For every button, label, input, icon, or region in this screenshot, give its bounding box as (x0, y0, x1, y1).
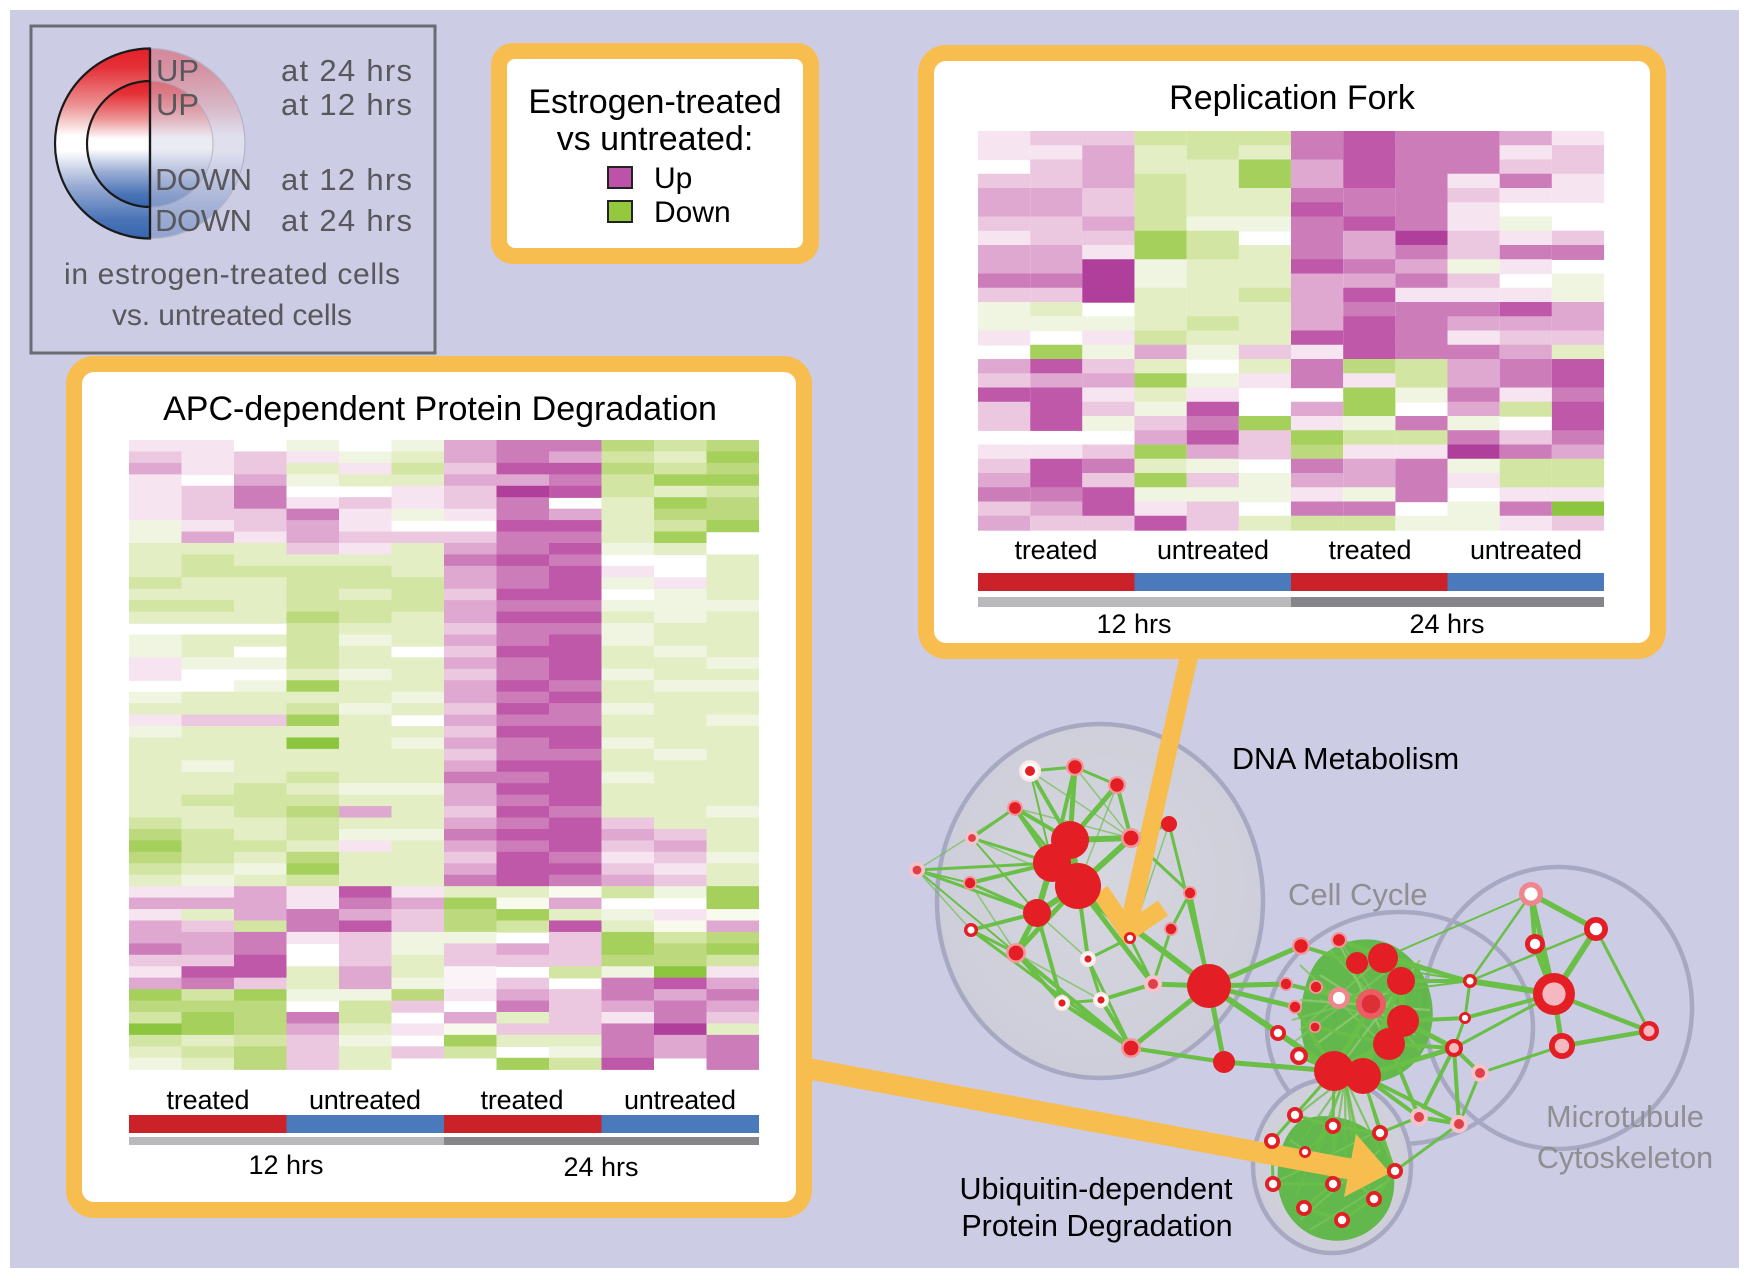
svg-text:Up: Up (654, 162, 692, 195)
svg-text:at 24 hrs: at 24 hrs (281, 53, 412, 88)
svg-text:24 hrs: 24 hrs (1409, 609, 1484, 639)
svg-text:Estrogen-treated: Estrogen-treated (528, 83, 781, 121)
svg-text:untreated: untreated (1157, 535, 1269, 565)
svg-text:treated: treated (481, 1085, 564, 1115)
svg-text:in estrogen-treated cells: in estrogen-treated cells (64, 258, 400, 291)
svg-text:APC-dependent Protein Degradat: APC-dependent Protein Degradation (163, 390, 717, 428)
svg-text:DNA Metabolism: DNA Metabolism (1232, 742, 1459, 776)
svg-text:12 hrs: 12 hrs (1096, 609, 1171, 639)
svg-text:DOWN: DOWN (155, 162, 252, 197)
svg-text:UP: UP (156, 53, 199, 88)
svg-text:treated: treated (1015, 535, 1098, 565)
svg-text:untreated: untreated (1470, 535, 1582, 565)
svg-text:vs. untreated cells: vs. untreated cells (112, 299, 352, 332)
svg-text:Protein Degradation: Protein Degradation (961, 1209, 1232, 1243)
svg-text:Microtubule: Microtubule (1546, 1100, 1704, 1134)
svg-text:untreated: untreated (309, 1085, 421, 1115)
svg-text:Cell Cycle: Cell Cycle (1288, 877, 1428, 912)
svg-text:at 24 hrs: at 24 hrs (281, 203, 412, 238)
svg-text:at 12 hrs: at 12 hrs (281, 162, 412, 197)
svg-text:Down: Down (654, 196, 731, 229)
svg-text:Ubiquitin-dependent: Ubiquitin-dependent (959, 1172, 1233, 1206)
svg-text:24 hrs: 24 hrs (563, 1152, 638, 1182)
svg-text:at 12 hrs: at 12 hrs (281, 87, 412, 122)
svg-text:12 hrs: 12 hrs (248, 1150, 323, 1180)
svg-text:UP: UP (156, 87, 199, 122)
svg-text:treated: treated (1329, 535, 1412, 565)
svg-text:Cytoskeleton: Cytoskeleton (1537, 1141, 1713, 1175)
svg-text:vs untreated:: vs untreated: (557, 120, 754, 158)
svg-text:untreated: untreated (624, 1085, 736, 1115)
svg-text:treated: treated (167, 1085, 250, 1115)
svg-text:Replication Fork: Replication Fork (1169, 79, 1416, 117)
svg-text:DOWN: DOWN (155, 203, 252, 238)
